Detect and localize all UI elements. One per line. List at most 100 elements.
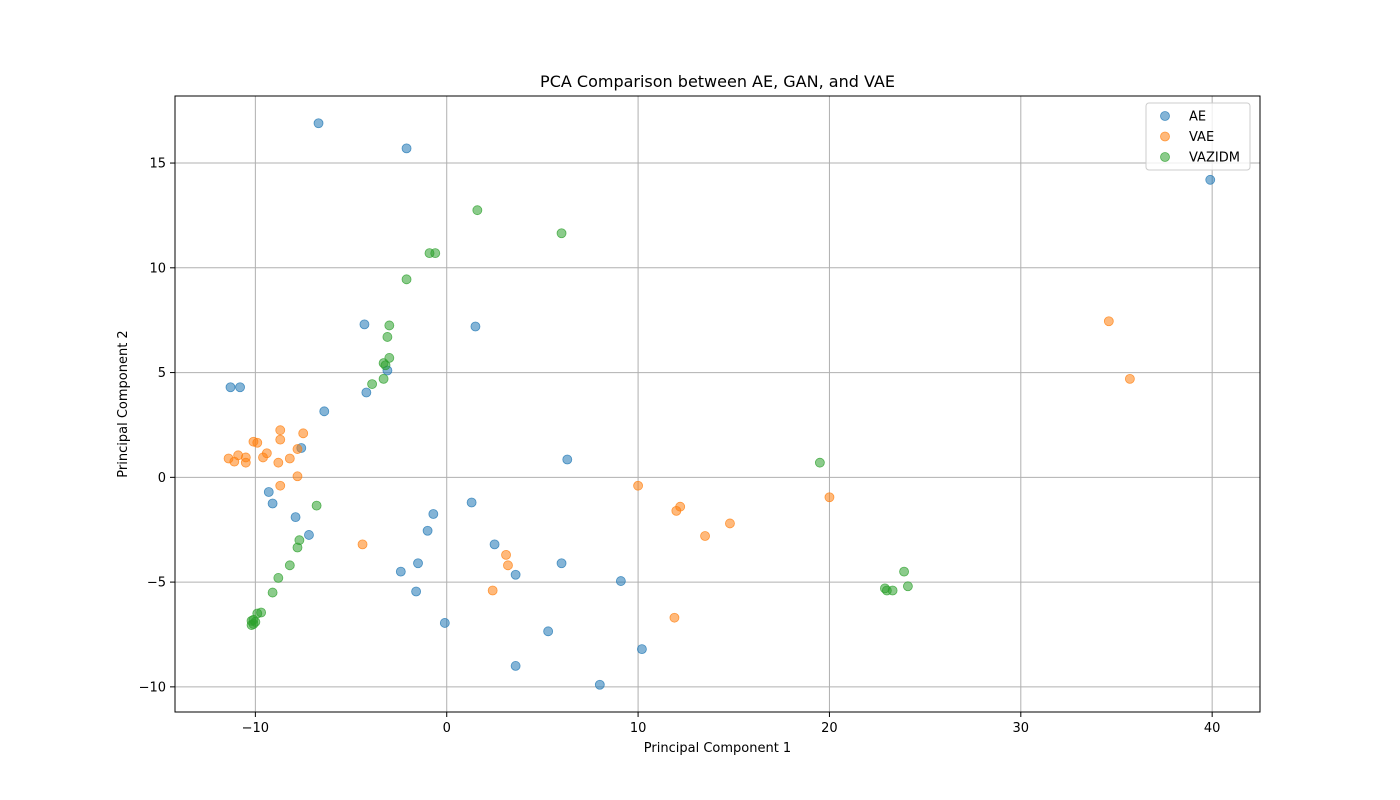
- data-point-vazidm: [311, 500, 322, 511]
- data-point-vae: [503, 560, 513, 571]
- data-point-ae: [439, 618, 450, 628]
- data-point-vae: [273, 457, 284, 468]
- data-point-vae: [298, 428, 309, 439]
- data-point-vae: [357, 539, 368, 550]
- legend-marker-vazidm: [1160, 152, 1170, 162]
- data-point-ae: [263, 487, 274, 497]
- data-point-vae: [633, 480, 643, 491]
- data-point-vae: [240, 457, 251, 468]
- data-point-ae: [290, 512, 301, 523]
- data-point-ae: [267, 498, 278, 509]
- data-point-vazidm: [380, 360, 391, 371]
- data-point-vazidm: [284, 560, 295, 571]
- data-point-ae: [319, 406, 330, 417]
- y-axis-ticks: −10 −5 0 5 10 15: [139, 157, 175, 695]
- data-point-vae: [292, 471, 303, 482]
- x-tick-label: 30: [1013, 721, 1030, 736]
- data-point-vae: [292, 444, 303, 454]
- data-point-ae: [594, 679, 605, 690]
- data-point-ae: [562, 454, 573, 465]
- legend: AE VAE VAZIDM: [1145, 102, 1251, 171]
- x-axis-ticks: −10 0 10 20 30 40: [242, 712, 1221, 736]
- y-tick-label: 10: [149, 261, 166, 276]
- data-point-ae: [543, 626, 554, 637]
- data-point-vazidm: [430, 248, 441, 259]
- data-point-vae: [1103, 316, 1114, 327]
- data-point-vazidm: [556, 228, 567, 239]
- data-point-ae: [413, 558, 423, 569]
- data-point-vae: [275, 425, 286, 436]
- data-point-vae: [1124, 373, 1135, 384]
- y-axis-title: Principal Component 2: [116, 330, 131, 477]
- data-point-vazidm: [378, 373, 389, 384]
- data-point-vae: [229, 456, 240, 467]
- y-tick-label: 15: [149, 157, 166, 172]
- data-point-vazidm: [382, 332, 393, 342]
- data-point-vazidm: [273, 573, 284, 583]
- data-point-ae: [637, 644, 647, 655]
- data-point-vazidm: [384, 320, 395, 331]
- y-tick-label: 5: [158, 366, 166, 381]
- legend-marker-vae: [1160, 131, 1170, 142]
- data-point-ae: [359, 319, 370, 330]
- data-point-ae: [489, 539, 500, 550]
- grid-lines: [175, 96, 1260, 712]
- data-point-vae: [275, 434, 286, 445]
- data-point-ae: [466, 497, 477, 508]
- y-tick-label: 0: [158, 471, 166, 486]
- x-tick-label: −10: [242, 721, 269, 736]
- data-point-vazidm: [246, 620, 257, 630]
- data-point-vazidm: [472, 205, 483, 216]
- data-point-vae: [252, 437, 263, 448]
- y-tick-label: −5: [147, 576, 166, 591]
- data-point-ae: [361, 387, 372, 398]
- x-tick-label: 0: [443, 721, 451, 736]
- data-point-vae: [258, 452, 268, 463]
- data-point-vazidm: [401, 274, 412, 285]
- data-point-ae: [556, 558, 567, 569]
- series-vae: [223, 316, 1135, 623]
- data-point-vae: [700, 531, 710, 541]
- data-point-ae: [411, 586, 422, 597]
- legend-box: [1145, 102, 1251, 171]
- x-tick-label: 10: [630, 721, 647, 736]
- data-point-vae: [671, 505, 682, 516]
- data-point-vae: [824, 492, 835, 503]
- data-point-ae: [510, 569, 521, 580]
- data-point-ae: [422, 525, 433, 536]
- data-point-vazidm: [887, 585, 898, 596]
- data-point-vae: [284, 453, 295, 464]
- data-point-vae: [725, 518, 735, 529]
- data-point-vazidm: [903, 581, 913, 592]
- data-point-ae: [395, 566, 406, 577]
- data-points: [223, 118, 1216, 690]
- legend-label-ae: AE: [1189, 110, 1206, 125]
- data-point-ae: [470, 321, 481, 332]
- data-point-vazidm: [814, 457, 825, 468]
- y-tick-label: −10: [139, 680, 166, 695]
- data-point-vae: [275, 480, 286, 491]
- series-vazidm: [246, 205, 913, 630]
- data-point-ae: [313, 118, 324, 129]
- data-point-ae: [401, 143, 412, 154]
- data-point-vae: [669, 612, 680, 623]
- data-point-vazidm: [292, 542, 303, 553]
- data-point-ae: [510, 661, 521, 671]
- data-point-vazidm: [899, 566, 909, 577]
- chart-title: PCA Comparison between AE, GAN, and VAE: [540, 72, 895, 91]
- data-point-vazidm: [367, 379, 377, 389]
- data-point-ae: [304, 530, 314, 540]
- x-axis-title: Principal Component 1: [644, 741, 791, 756]
- x-tick-label: 20: [821, 721, 838, 736]
- data-point-ae: [225, 382, 236, 393]
- data-point-ae: [615, 576, 626, 586]
- data-point-vazidm: [267, 587, 278, 598]
- data-point-ae: [235, 382, 245, 393]
- data-point-vae: [487, 585, 498, 596]
- x-tick-label: 40: [1204, 721, 1221, 736]
- data-point-vae: [501, 549, 511, 560]
- legend-label-vae: VAE: [1189, 130, 1214, 145]
- data-point-ae: [1205, 174, 1216, 185]
- plot-frame: [174, 95, 1261, 713]
